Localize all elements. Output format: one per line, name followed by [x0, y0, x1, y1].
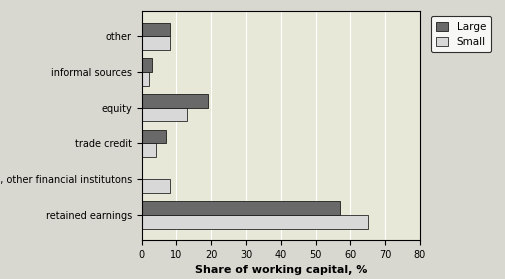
Bar: [141, 36, 169, 50]
Legend: Large, Small: Large, Small: [430, 16, 490, 52]
Bar: [141, 201, 339, 215]
Bar: [141, 143, 156, 157]
Bar: [141, 130, 166, 143]
Bar: [141, 94, 208, 108]
Bar: [141, 215, 367, 229]
Bar: [141, 23, 169, 36]
Bar: [141, 72, 148, 86]
X-axis label: Share of working capital, %: Share of working capital, %: [194, 265, 366, 275]
Bar: [141, 179, 169, 193]
Bar: [141, 108, 186, 121]
Bar: [141, 58, 152, 72]
